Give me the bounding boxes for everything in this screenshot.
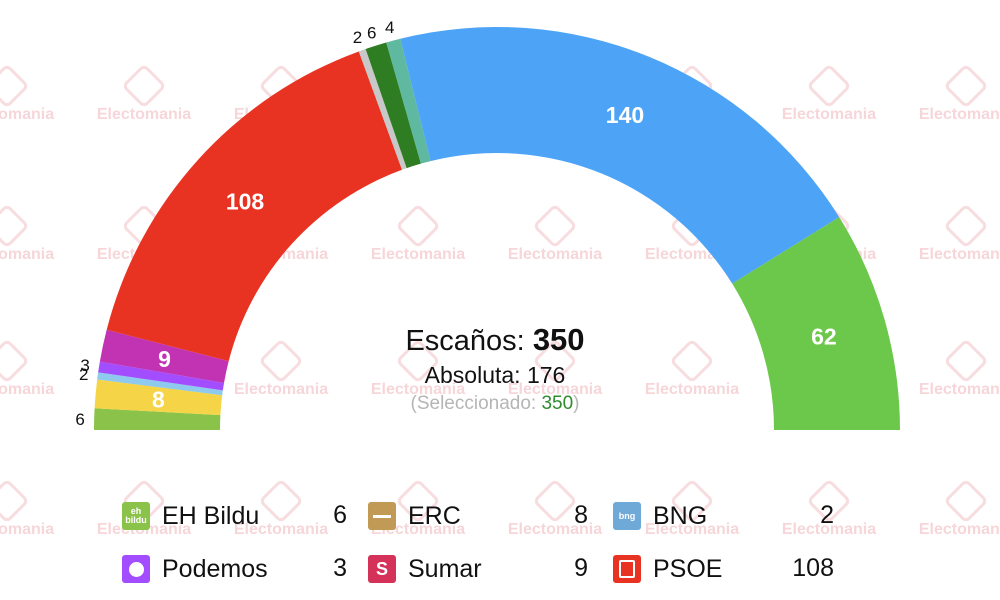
legend-item: eh bildu EH Bildu (122, 500, 259, 532)
seat-segment (386, 38, 431, 164)
legend-item-seats: 3 (333, 554, 347, 582)
legend-item: ERC (368, 500, 461, 532)
eh-bildu-logo-icon: eh bildu (122, 502, 150, 530)
selected-seats-close: ) (573, 393, 580, 414)
legend-item-seats: 2 (820, 501, 834, 529)
legend-item-name: EH Bildu (162, 501, 260, 530)
legend: eh bildu EH Bildu 6 ERC 8 bng BNG 2 Podemos 3 S Sum… (122, 500, 842, 590)
seat-segment-label: 140 (606, 102, 644, 128)
seat-segment (400, 26, 840, 284)
legend-item-seats: 108 (792, 554, 834, 582)
seat-segment-label: 9 (158, 346, 171, 372)
seat-segment-label: 2 (79, 365, 88, 384)
absolute-majority-value: 176 (526, 362, 566, 388)
legend-item: S Sumar (368, 553, 482, 585)
seat-segment (732, 217, 900, 430)
bng-logo-icon: bng (613, 502, 641, 530)
seat-segment-label: 8 (152, 387, 165, 413)
watermark: Electomania (906, 478, 1000, 539)
seat-segment-label: 6 (75, 410, 84, 429)
watermark-logo-icon (943, 478, 989, 524)
absolute-majority-label: Absoluta: (424, 362, 521, 388)
watermark-logo-icon (0, 478, 30, 524)
legend-item-seats: 8 (574, 501, 588, 529)
total-seats-value: 350 (532, 322, 585, 357)
total-seats-label: Escaños: (405, 325, 525, 357)
seat-segment (98, 361, 225, 391)
seat-segment (106, 51, 403, 362)
seat-segment-label: 6 (367, 23, 376, 42)
seat-segment-label: 2 (353, 28, 362, 47)
erc-logo-icon (368, 502, 396, 530)
seat-segment-label: 108 (226, 189, 265, 215)
legend-item-seats: 9 (574, 554, 588, 582)
legend-item-name: BNG (653, 501, 708, 530)
legend-item-name: Sumar (408, 554, 482, 583)
psoe-logo-icon (613, 555, 641, 583)
watermark-text: Electomania (918, 521, 1000, 538)
legend-item-name: ERC (408, 501, 461, 530)
seat-segment (94, 408, 221, 430)
selected-seats-line: (Seleccionado: 350) (345, 393, 645, 415)
seat-segment (94, 379, 223, 416)
legend-item-name: PSOE (653, 554, 723, 583)
seat-segment-label: 4 (385, 18, 394, 37)
legend-item: bng BNG (613, 500, 707, 532)
seat-segment (358, 49, 407, 170)
legend-item: PSOE (613, 553, 722, 585)
sumar-logo-icon: S (368, 555, 396, 583)
watermark-text: Electomania (0, 521, 55, 538)
legend-item: Podemos (122, 553, 268, 585)
seat-summary: Escaños: 350 Absoluta: 176 (Seleccionado… (345, 322, 645, 415)
watermark: Electomania (0, 478, 67, 539)
seat-segment (365, 42, 421, 169)
seat-segment (97, 372, 223, 396)
seat-segment-label: 3 (80, 356, 89, 375)
selected-seats-value: 350 (541, 393, 574, 414)
total-seats-line: Escaños: 350 (345, 322, 645, 358)
podemos-logo-icon (122, 555, 150, 583)
legend-item-name: Podemos (162, 554, 268, 583)
seat-segment (99, 329, 229, 383)
absolute-majority-line: Absoluta: 176 (345, 362, 645, 389)
selected-seats-open: (Seleccionado: (410, 393, 542, 414)
legend-item-seats: 6 (333, 501, 347, 529)
seat-segment-label: 62 (811, 324, 837, 350)
